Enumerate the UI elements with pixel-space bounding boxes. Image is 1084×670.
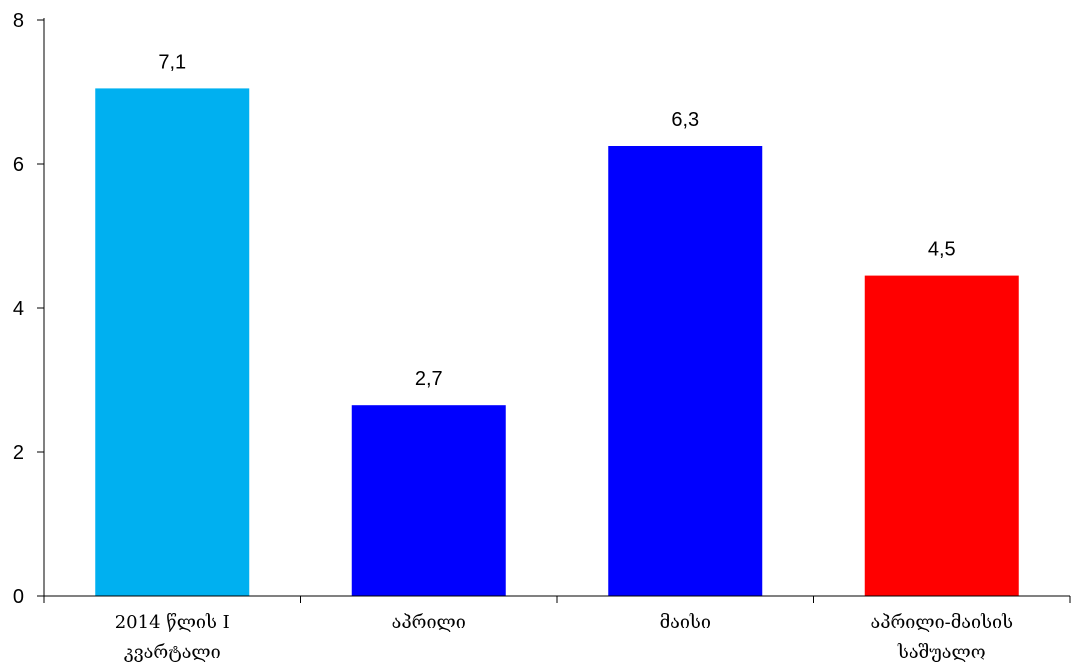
x-tick-label-line: აპრილი-მაისის (870, 612, 1013, 633)
bars (95, 88, 1019, 597)
y-tick-label: 0 (13, 586, 24, 608)
data-label: 6,3 (671, 109, 699, 131)
data-label: 4,5 (928, 239, 956, 261)
x-tick-label: აპრილი-მაისის საშუალო (870, 612, 1013, 663)
bar (608, 146, 763, 596)
y-tick-label: 4 (13, 298, 24, 320)
data-label: 7,1 (158, 51, 186, 73)
x-tick-label: აპრილი (392, 612, 466, 633)
data-labels: 7,1 2,7 6,3 4,5 (158, 51, 955, 390)
x-tick-label-line: 2014 წლის I (115, 612, 230, 633)
x-tick-label-line: აპრილი (392, 612, 466, 633)
y-tick-label: 2 (13, 442, 24, 464)
bar (95, 88, 250, 597)
y-tick-label: 6 (13, 154, 24, 176)
y-tick-label: 8 (13, 10, 24, 32)
x-tick-label-line: მაისი (660, 612, 711, 633)
x-tick-label: მაისი (660, 612, 711, 633)
x-tick-label-line: საშუალო (897, 642, 986, 663)
x-axis-ticks: 2014 წლის I კვარტალი აპრილი მაისი აპრილი-მაი… (43, 596, 1071, 663)
x-tick-label: 2014 წლის I კვარტალი (115, 612, 230, 663)
bar (351, 405, 506, 596)
y-axis-ticks: 0 2 4 6 8 (13, 10, 44, 608)
data-label: 2,7 (415, 368, 443, 390)
x-tick-label-line: კვარტალი (124, 642, 221, 663)
bar (864, 275, 1019, 596)
